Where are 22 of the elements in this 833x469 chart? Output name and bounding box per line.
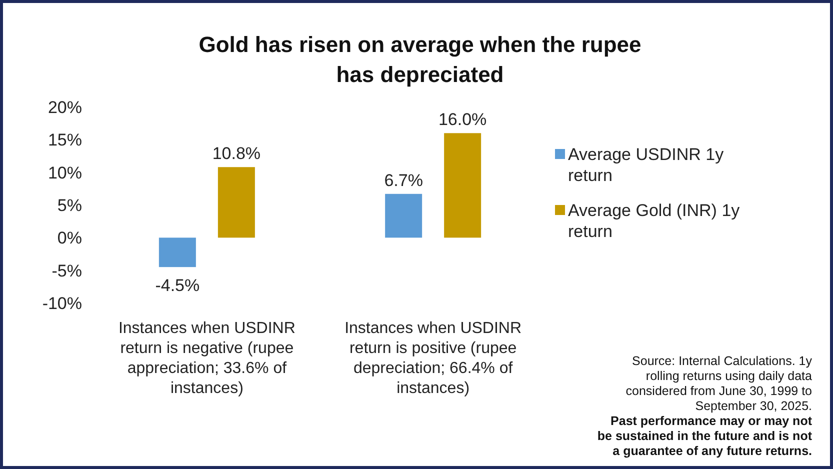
legend-label: Average Gold (INR) 1y return — [568, 201, 740, 241]
bar — [385, 194, 422, 238]
y-tick-label: 15% — [48, 130, 82, 150]
y-tick-label: -5% — [52, 261, 82, 280]
text: 16.0% — [438, 110, 487, 130]
bar — [158, 238, 196, 268]
legend-label: Average USDINR 1y return — [568, 145, 724, 185]
y-tick-label: 10% — [48, 163, 82, 182]
bar — [444, 133, 482, 238]
y-tick-label: -10% — [42, 294, 82, 313]
y-tick-label: 5% — [57, 196, 82, 215]
text: 10.8% — [212, 144, 261, 164]
y-tick-label: 20% — [48, 98, 82, 117]
text: -4.5% — [155, 276, 200, 296]
x-tick-label: Instances when USDINR return is negative (rupee appreciation; 33.6% of instances) — [118, 320, 296, 397]
y-tick-label: 0% — [57, 228, 82, 248]
text: 6.7% — [384, 170, 423, 190]
chart-title: Gold has risen on average when the rupee has depreciated — [198, 32, 642, 87]
text: Past performance may or may not be sustained in the future and is not a guarantee of any future returns. — [597, 414, 813, 458]
x-tick-label: Instances when USDINR return is positive (rupee depreciation; 66.4% of instances) — [344, 320, 522, 397]
bar — [218, 167, 255, 238]
source-note: Source: Internal Calculations. 1y rolling returns using daily data considered from June 30, 1999 to September 30, 2025. — [626, 354, 813, 413]
